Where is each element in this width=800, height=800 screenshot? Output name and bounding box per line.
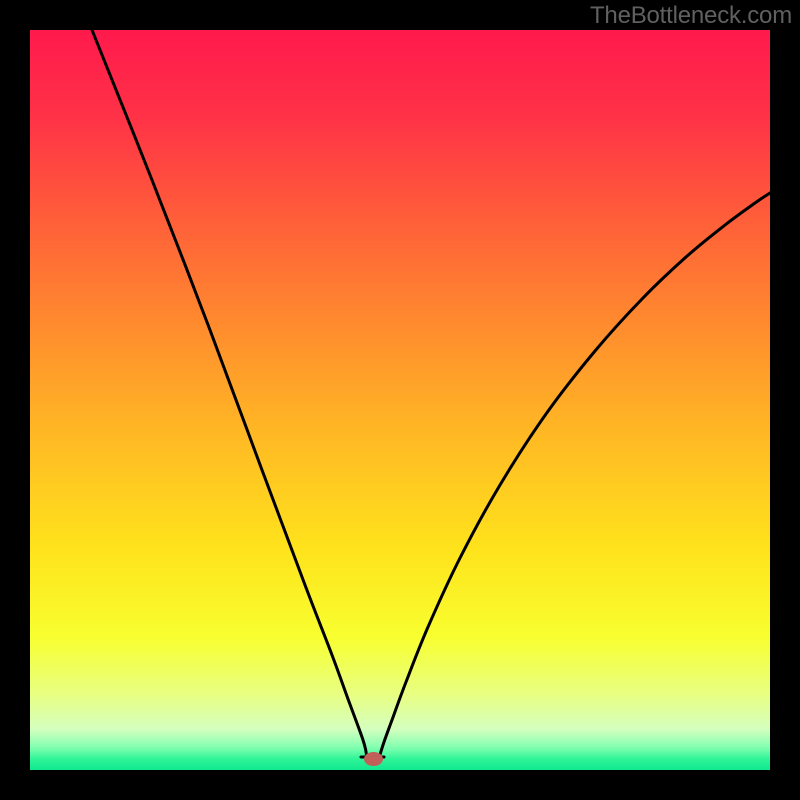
watermark-text: TheBottleneck.com: [590, 2, 792, 30]
minimum-marker: [364, 752, 383, 766]
curve-overlay: [30, 30, 770, 770]
chart-frame: TheBottleneck.com: [0, 0, 800, 800]
